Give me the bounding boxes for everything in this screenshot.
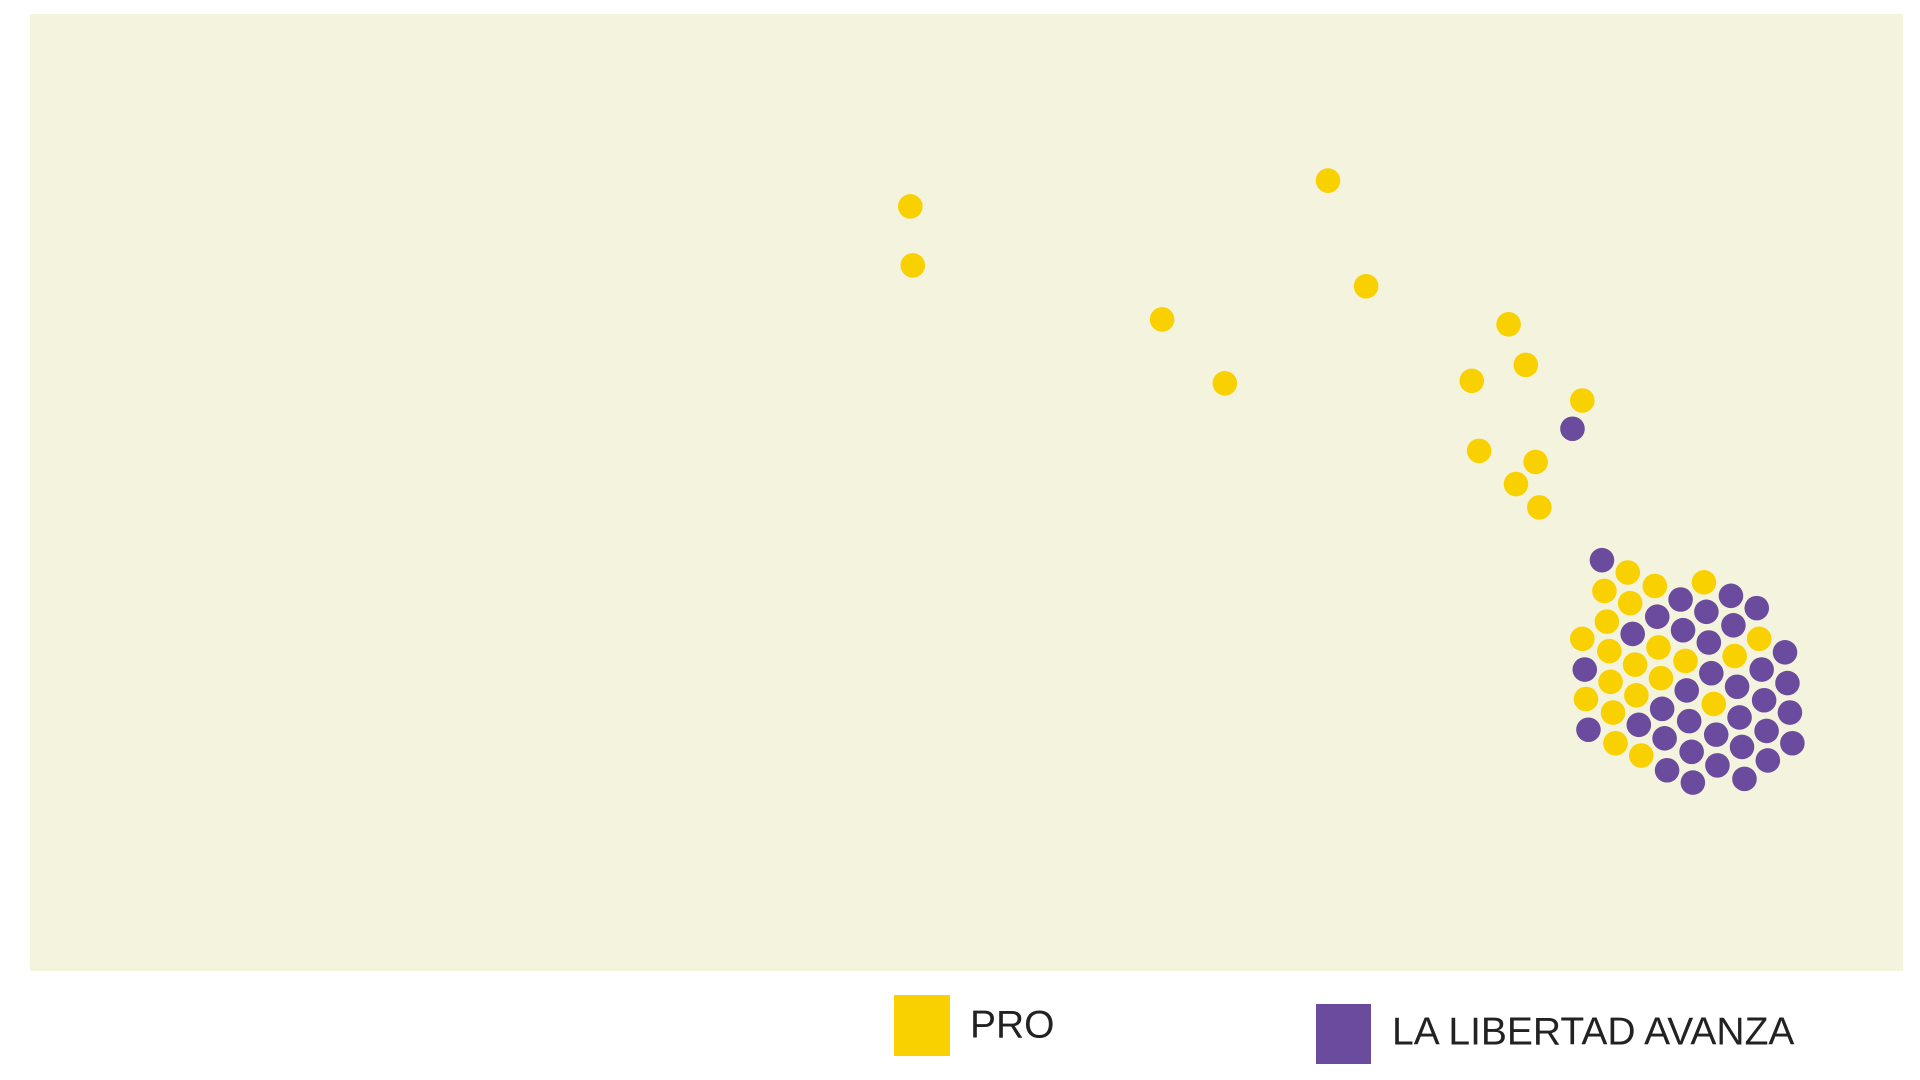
dot [1755, 748, 1781, 773]
dot [1721, 613, 1746, 638]
dot [1459, 368, 1485, 394]
dot [1570, 626, 1595, 652]
dot [1673, 648, 1698, 674]
dot [1615, 560, 1641, 585]
dot [898, 194, 923, 219]
dot [1592, 578, 1617, 604]
dot [1654, 757, 1680, 783]
dot [1466, 438, 1492, 464]
dot [1676, 708, 1702, 734]
dot [1315, 168, 1341, 193]
dot [1729, 734, 1755, 760]
dot [1496, 312, 1521, 337]
dot [1503, 471, 1529, 497]
legend-swatch [1316, 1004, 1371, 1064]
dot [1699, 660, 1724, 686]
dot [1775, 670, 1800, 696]
dot [1674, 678, 1700, 703]
dot [1523, 449, 1548, 475]
dot [1724, 674, 1750, 700]
dot [1718, 583, 1744, 609]
dot [900, 253, 926, 278]
dot [1777, 700, 1803, 725]
dot [1622, 652, 1648, 677]
dot [1642, 573, 1668, 599]
dot [1705, 753, 1730, 778]
dot [1646, 635, 1671, 660]
map-area [30, 14, 1903, 971]
dot [1648, 665, 1674, 691]
dot [1149, 307, 1175, 332]
dot [1652, 726, 1677, 751]
dot [1597, 638, 1622, 664]
dot [1691, 570, 1717, 595]
dot [1560, 416, 1585, 442]
dot [1572, 657, 1598, 682]
dot [1727, 705, 1752, 730]
dot [1570, 388, 1595, 413]
dot [1594, 609, 1620, 634]
legend-label: LA LIBERTAD AVANZA [1392, 1010, 1794, 1053]
dot [1617, 590, 1643, 616]
dot [1732, 766, 1757, 792]
dot [1628, 743, 1654, 768]
dot [1696, 630, 1722, 655]
dot [1649, 696, 1675, 722]
legend-swatch [894, 995, 950, 1056]
dot [1513, 352, 1539, 378]
dot [1694, 599, 1719, 625]
dots [898, 168, 1805, 795]
dot [1722, 643, 1747, 669]
dot [1701, 691, 1727, 717]
dot [1754, 718, 1779, 744]
dot [1600, 700, 1626, 725]
dot [1527, 495, 1552, 520]
dot [1670, 617, 1696, 643]
dot [1353, 273, 1379, 299]
legend-label: PRO [970, 1003, 1055, 1046]
dot [1746, 626, 1772, 652]
dot [1620, 621, 1645, 647]
dot [1644, 604, 1670, 629]
dot [1624, 683, 1649, 708]
dot [1212, 371, 1238, 396]
dot [1744, 595, 1770, 621]
dot [1573, 686, 1599, 712]
dot [1603, 730, 1628, 756]
dot [1749, 657, 1774, 682]
dot [1576, 717, 1601, 743]
dot [1668, 587, 1693, 612]
dot [1679, 739, 1704, 765]
dot [1680, 770, 1706, 795]
dot [1703, 722, 1729, 747]
dot [1598, 669, 1623, 695]
dot [1626, 712, 1652, 738]
dot [1589, 547, 1615, 573]
dot [1780, 730, 1805, 756]
dot [1751, 687, 1777, 713]
dot [1772, 640, 1798, 665]
